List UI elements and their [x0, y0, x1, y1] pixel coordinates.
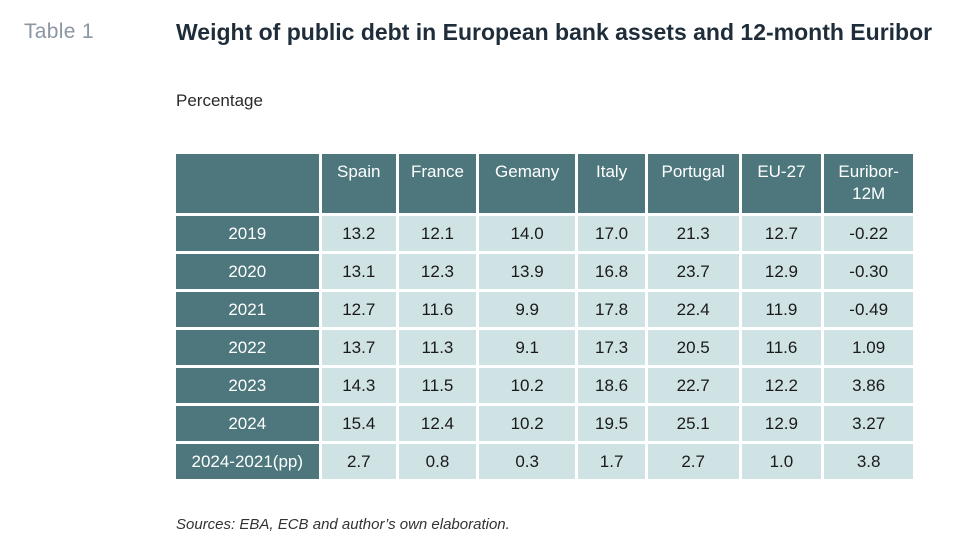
table-cell: 9.1 — [478, 330, 576, 365]
row-label: 2020 — [176, 254, 319, 289]
table-cell: 11.6 — [741, 330, 822, 365]
table-cell: 3.86 — [824, 368, 913, 403]
table-cell: 12.2 — [741, 368, 822, 403]
table-cell: 20.5 — [647, 330, 739, 365]
column-header: Euribor-12M — [824, 154, 913, 213]
table-cell: 16.8 — [578, 254, 645, 289]
table-cell: 1.0 — [741, 444, 822, 479]
table-cell: 2.7 — [647, 444, 739, 479]
table-cell: 14.0 — [478, 216, 576, 251]
table-row: 2024 15.4 12.4 10.2 19.5 25.1 12.9 3.27 — [176, 406, 913, 441]
row-label: 2019 — [176, 216, 319, 251]
table-cell: 13.2 — [321, 216, 397, 251]
table-cell: -0.49 — [824, 292, 913, 327]
table-cell: 12.9 — [741, 406, 822, 441]
table-cell: 12.3 — [399, 254, 476, 289]
row-label: 2023 — [176, 368, 319, 403]
table-cell: 1.7 — [578, 444, 645, 479]
table-cell: 11.9 — [741, 292, 822, 327]
table-cell: 0.3 — [478, 444, 576, 479]
table-cell: 11.6 — [399, 292, 476, 327]
table-cell: 3.8 — [824, 444, 913, 479]
table-cell: 10.2 — [478, 368, 576, 403]
table-cell: 12.7 — [321, 292, 397, 327]
data-table: Spain France Gemany Italy Portugal EU-27… — [173, 151, 916, 482]
table-cell: 12.7 — [741, 216, 822, 251]
table-row-difference: 2024-2021(pp) 2.7 0.8 0.3 1.7 2.7 1.0 3.… — [176, 444, 913, 479]
row-label: 2021 — [176, 292, 319, 327]
table-row: 2021 12.7 11.6 9.9 17.8 22.4 11.9 -0.49 — [176, 292, 913, 327]
table-row: 2023 14.3 11.5 10.2 18.6 22.7 12.2 3.86 — [176, 368, 913, 403]
column-header: Spain — [321, 154, 397, 213]
table-cell: 17.8 — [578, 292, 645, 327]
table-row: 2019 13.2 12.1 14.0 17.0 21.3 12.7 -0.22 — [176, 216, 913, 251]
row-label: 2024-2021(pp) — [176, 444, 319, 479]
table-cell: -0.30 — [824, 254, 913, 289]
table-cell: 1.09 — [824, 330, 913, 365]
table-cell: 21.3 — [647, 216, 739, 251]
column-header: Gemany — [478, 154, 576, 213]
column-header: France — [399, 154, 476, 213]
table-cell: 11.5 — [399, 368, 476, 403]
table-cell: 13.9 — [478, 254, 576, 289]
table-cell: 12.4 — [399, 406, 476, 441]
table-cell: 9.9 — [478, 292, 576, 327]
table-cell: 19.5 — [578, 406, 645, 441]
table-cell: 2.7 — [321, 444, 397, 479]
column-header: Portugal — [647, 154, 739, 213]
table-cell: 22.7 — [647, 368, 739, 403]
table-cell: 14.3 — [321, 368, 397, 403]
table-cell: 13.7 — [321, 330, 397, 365]
table-cell: 17.3 — [578, 330, 645, 365]
table-cell: 25.1 — [647, 406, 739, 441]
table-cell: 10.2 — [478, 406, 576, 441]
row-label: 2022 — [176, 330, 319, 365]
table-cell: 15.4 — [321, 406, 397, 441]
column-header: Italy — [578, 154, 645, 213]
table-cell: 11.3 — [399, 330, 476, 365]
table-cell: 17.0 — [578, 216, 645, 251]
table-number-label: Table 1 — [24, 20, 94, 43]
column-header: EU-27 — [741, 154, 822, 213]
table-cell: 3.27 — [824, 406, 913, 441]
table-cell: 12.9 — [741, 254, 822, 289]
table-cell: 13.1 — [321, 254, 397, 289]
header-row: Spain France Gemany Italy Portugal EU-27… — [176, 154, 913, 213]
table-title: Weight of public debt in European bank a… — [176, 19, 933, 45]
table-cell: 0.8 — [399, 444, 476, 479]
table-subtitle: Percentage — [176, 91, 263, 110]
table-cell: 12.1 — [399, 216, 476, 251]
table-cell: 18.6 — [578, 368, 645, 403]
row-label: 2024 — [176, 406, 319, 441]
table-row: 2022 13.7 11.3 9.1 17.3 20.5 11.6 1.09 — [176, 330, 913, 365]
table-row: 2020 13.1 12.3 13.9 16.8 23.7 12.9 -0.30 — [176, 254, 913, 289]
table-cell: 23.7 — [647, 254, 739, 289]
table-cell: 22.4 — [647, 292, 739, 327]
table-cell: -0.22 — [824, 216, 913, 251]
source-note: Sources: EBA, ECB and author’s own elabo… — [176, 516, 510, 533]
header-corner-cell — [176, 154, 319, 213]
